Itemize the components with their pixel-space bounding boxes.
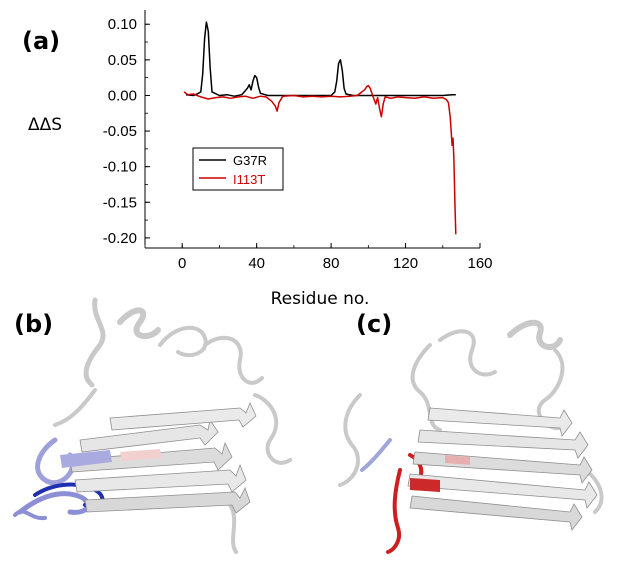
y-axis: 0.10 0.05 0.00 -0.05 -0.10 -0.15 -0.20 — [103, 10, 150, 247]
loop-c-2 — [438, 329, 497, 377]
panel-label-a: (a) — [22, 27, 60, 55]
strand-b-blue — [60, 450, 112, 468]
protein-structure-b — [13, 297, 292, 554]
x-tick-label: 160 — [467, 255, 492, 272]
legend-box — [192, 147, 284, 191]
x-tick-label: 80 — [323, 255, 340, 272]
y-tick-label: 0.00 — [108, 87, 137, 104]
strand-b-3 — [74, 463, 247, 493]
y-axis-title: ΔΔS — [28, 115, 62, 135]
strand-b-4 — [84, 486, 251, 514]
loop-c-1 — [410, 343, 442, 432]
helix-b-top — [117, 307, 161, 340]
loop-c-4 — [338, 393, 362, 487]
strand-c-pink — [445, 455, 470, 465]
loop-c-red-tail — [386, 468, 402, 554]
y-tick-label: 0.05 — [108, 52, 137, 69]
x-axis: 0 40 80 120 160 — [144, 243, 493, 272]
series-lines — [183, 21, 457, 235]
x-tick-label: 0 — [178, 255, 186, 272]
loop-b-blue-3 — [13, 509, 47, 521]
strand-c-red — [410, 478, 440, 492]
helix-c-top — [507, 319, 563, 350]
strand-c-1 — [417, 429, 589, 459]
x-axis-title: Residue no. — [271, 289, 370, 309]
y-tick-label: -0.10 — [103, 159, 137, 176]
y-tick-label: -0.15 — [103, 194, 137, 211]
panel-label-c: (c) — [356, 310, 392, 338]
strand-c-5 — [427, 407, 573, 437]
loop-b-1 — [83, 297, 106, 388]
loop-b-3 — [203, 335, 264, 385]
loop-b-6 — [228, 503, 238, 554]
series-line-g37r — [185, 21, 456, 97]
beta-sheet-c — [407, 407, 598, 531]
x-tick-label: 120 — [393, 255, 418, 272]
y-tick-label: -0.20 — [103, 230, 137, 247]
loop-c-blue — [360, 438, 392, 472]
legend-label-i113t: I113T — [233, 172, 265, 187]
chart-legend: G37R I113T — [192, 147, 284, 191]
protein-structure-c — [338, 319, 604, 554]
loop-b-2 — [158, 325, 208, 358]
loop-b-4 — [253, 393, 292, 465]
entropy-chart: 0.10 0.05 0.00 -0.05 -0.10 -0.15 -0.20 0 40 80 12… — [28, 10, 493, 309]
x-tick-label: 40 — [248, 255, 265, 272]
panel-label-b: (b) — [14, 310, 53, 338]
legend-label-g37r: G37R — [233, 153, 267, 168]
y-tick-label: -0.05 — [103, 123, 137, 140]
strand-b-5 — [109, 401, 257, 431]
series-line-i113t — [183, 84, 457, 235]
beta-sheet-b — [60, 401, 257, 514]
strand-b-pink — [120, 449, 162, 461]
loop-b-blue-2 — [17, 491, 90, 515]
y-tick-label: 0.10 — [108, 16, 137, 33]
strand-b-1 — [79, 418, 219, 453]
strand-c-4 — [409, 495, 583, 531]
loop-b-5 — [53, 388, 97, 427]
